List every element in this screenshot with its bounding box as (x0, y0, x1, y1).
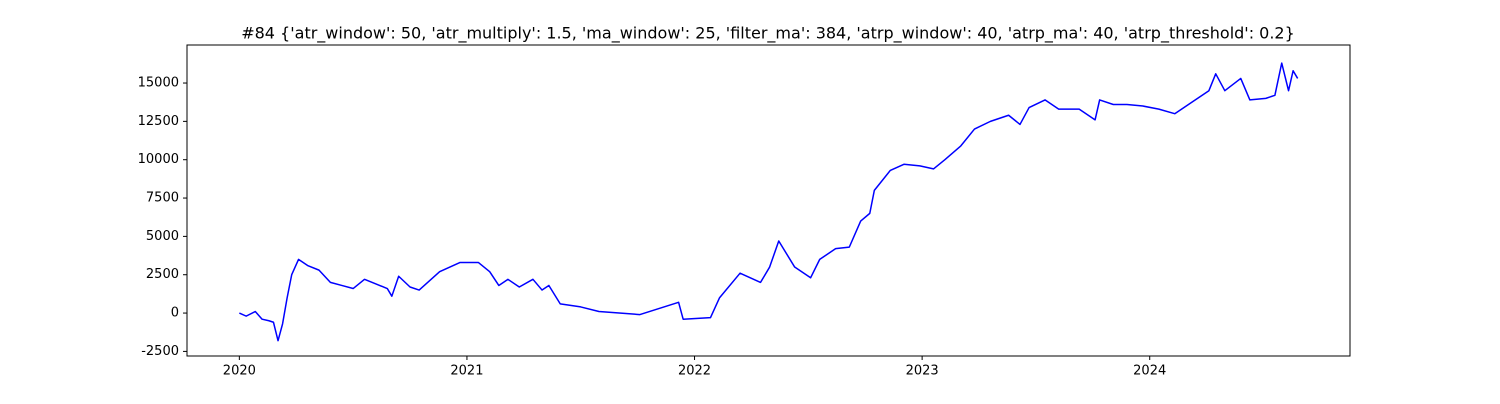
y-tick-label: 2500 (146, 267, 179, 282)
x-tick-label: 2021 (450, 364, 483, 379)
y-tick-label: -2500 (141, 344, 179, 359)
y-tick-label: 0 (171, 306, 179, 321)
x-tick-label: 2022 (678, 364, 711, 379)
chart-title: #84 {'atr_window': 50, 'atr_multiply': 1… (241, 24, 1295, 44)
y-tick-label: 10000 (138, 152, 179, 167)
x-tick-label: 2020 (223, 364, 256, 379)
x-tick-label: 2024 (1133, 364, 1166, 379)
y-tick-label: 7500 (146, 191, 179, 206)
x-tick-label: 2023 (906, 364, 939, 379)
y-tick-label: 15000 (138, 76, 179, 91)
y-tick-label: 12500 (138, 114, 179, 129)
plot-frame (186, 44, 1351, 357)
y-tick-label: 5000 (146, 229, 179, 244)
data-line (239, 62, 1299, 342)
